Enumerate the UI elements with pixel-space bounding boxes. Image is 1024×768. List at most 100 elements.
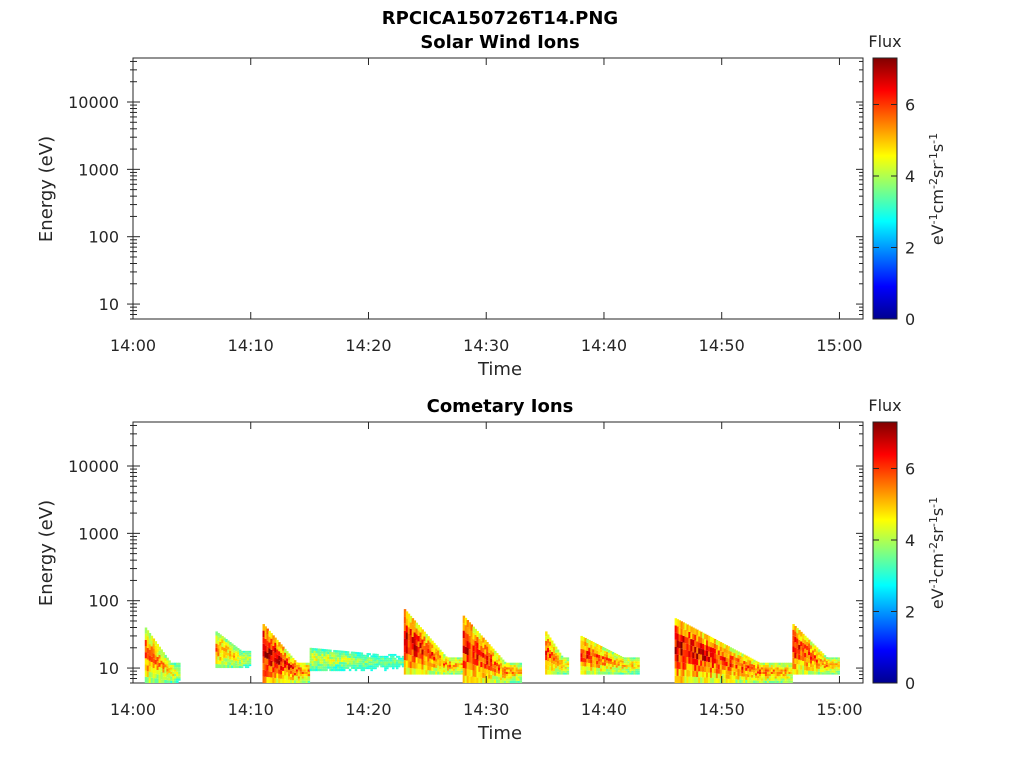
heatmap-cell [802,642,805,648]
heatmap-cell [745,673,748,677]
heatmap-cell [808,662,811,667]
heatmap-cell [810,667,813,671]
heatmap-cell [760,678,764,681]
heatmap-cell [272,667,275,673]
heatmap-cell [615,660,619,664]
heatmap-cell [513,662,517,665]
heatmap-cell [403,623,407,631]
heatmap-cell [238,657,242,660]
heatmap-cell [509,669,513,672]
x-tick-label: 14:40 [581,336,627,355]
heatmap-cell [158,674,161,679]
heatmap-cell [549,653,552,659]
heatmap-cell [764,671,768,674]
heatmap-cell [148,666,152,672]
heatmap-cell [700,648,703,655]
heatmap-cell [631,657,634,660]
heatmap-cell [721,660,725,666]
heatmap-cell [419,632,422,638]
heatmap-cell [723,648,727,653]
heatmap-cell [462,623,466,631]
heatmap-cell [743,676,746,680]
heatmap-cell [244,656,248,659]
heatmap-cell [837,672,840,675]
heatmap-cell [751,674,754,678]
heatmap-cell [607,669,611,672]
heatmap-cell [174,667,177,670]
heatmap-cell [433,653,436,657]
heatmap-cell [690,670,693,677]
heatmap-cell [819,664,823,667]
heatmap-cell [596,650,599,655]
heatmap-cell [772,667,776,670]
heatmap-cell [370,663,373,666]
heatmap-cell [272,677,275,683]
heatmap-cell [592,660,595,664]
heatmap-cell [733,679,736,683]
heatmap-cell [356,660,360,663]
heatmap-cell [268,665,271,672]
heatmap-cell [796,653,799,660]
heatmap-cell [450,668,454,671]
heatmap-cell [478,633,481,639]
heatmap-cell [393,659,397,662]
heatmap-cell [788,678,791,681]
heatmap-cell [309,652,313,656]
heatmap-cell [547,647,550,653]
heatmap-cell [492,667,495,672]
heatmap-cell [229,647,232,651]
heatmap-cell [303,667,307,670]
heatmap-cell [835,657,838,660]
heatmap-cell [741,669,744,674]
heatmap-cell [315,658,318,661]
heatmap-cell [611,656,615,660]
heatmap-cell [613,664,617,668]
heatmap-cell [772,676,776,679]
heatmap-cell [515,664,519,668]
heatmap-cell [727,650,731,655]
heatmap-cell [448,659,452,662]
heatmap-cell [384,659,387,662]
heatmap-cell [717,655,721,660]
heatmap-cell [692,676,695,683]
heatmap-cell [605,671,609,675]
heatmap-cell [619,668,623,671]
heatmap-cell [392,665,395,668]
heatmap-cell [311,660,315,664]
heatmap-cell [346,657,350,661]
heatmap-cell [501,662,505,665]
heatmap-cell [519,680,523,683]
x-tick-label: 14:20 [345,336,391,355]
heatmap-cell [458,666,462,669]
heatmap-cell [511,676,515,679]
heatmap-cell [325,656,328,659]
heatmap-cell [362,669,366,672]
heatmap-cell [490,654,493,659]
heatmap-cell [297,667,301,670]
heatmap-cell [611,664,615,668]
heatmap-cell [276,644,279,650]
heatmap-cell [215,659,218,664]
heatmap-cell [676,668,680,676]
heatmap-cell [329,666,332,669]
heatmap-cell [370,659,373,662]
heatmap-cell [596,667,599,672]
heatmap-cell [733,668,736,672]
heatmap-cell [515,680,519,683]
heatmap-cell [729,655,733,660]
heatmap-cell [827,672,831,675]
heatmap-cell [505,664,509,668]
heatmap-cell [339,668,342,672]
heatmap-cell [688,663,691,671]
heatmap-cell [244,658,248,661]
heatmap-cell [727,666,731,671]
heatmap-cell [323,658,326,662]
heatmap-cell [235,660,238,664]
heatmap-cell [594,642,597,647]
heatmap-cell [219,649,222,654]
colorbar-gradient [872,57,898,320]
heatmap-cell [309,660,313,664]
heatmap-cell [721,643,725,648]
heatmap-cell [753,670,756,673]
heatmap-cell [564,670,568,673]
